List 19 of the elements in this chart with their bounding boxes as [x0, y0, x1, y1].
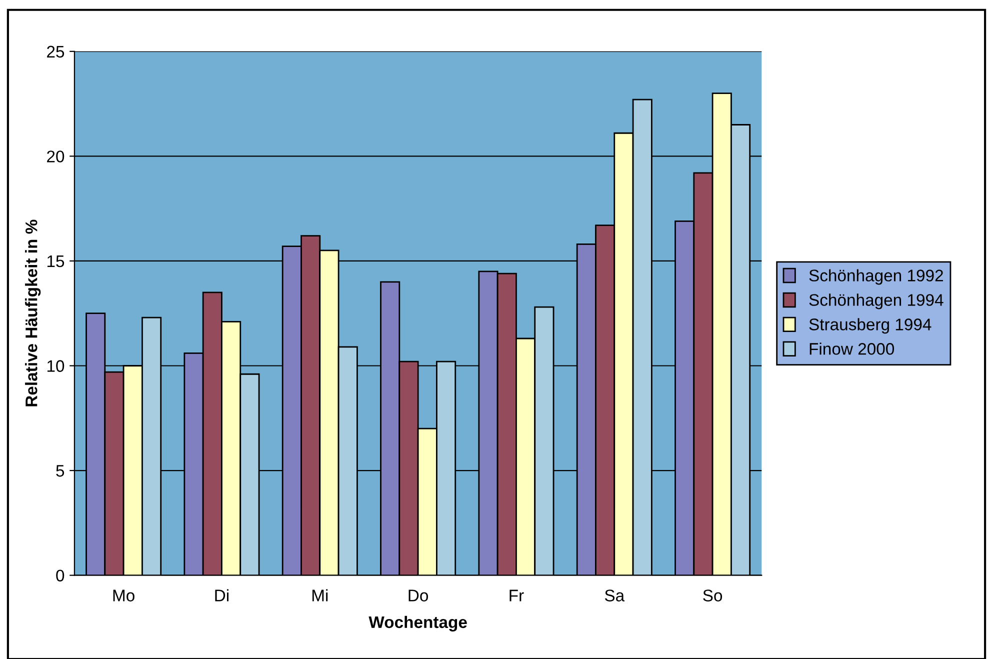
legend-label: Schönhagen 1992: [809, 269, 943, 285]
x-tick-label: So: [703, 590, 722, 602]
legend-label: Schönhagen 1994: [809, 294, 944, 310]
y-tick-label: 10: [47, 360, 64, 372]
x-tick-label: Mi: [312, 589, 328, 602]
y-tick-label: 20: [47, 150, 64, 162]
y-tick-label: 25: [47, 46, 64, 58]
x-tick-label: Do: [408, 590, 428, 602]
x-tick-label: Di: [215, 589, 228, 602]
y-tick-label: 15: [47, 256, 64, 268]
x-tick-label: Mo: [113, 590, 134, 602]
legend-label: Strausberg 1994: [809, 318, 932, 334]
legend-label: Finow 2000: [810, 342, 894, 355]
y-axis-title: Relative Häufigkeit in %: [25, 220, 41, 406]
x-tick-label: Sa: [604, 590, 625, 602]
x-axis-title: Wochentage: [368, 616, 467, 632]
y-tick-label: 5: [56, 465, 64, 477]
y-tick-label: 0: [56, 570, 64, 582]
x-tick-label: Fr: [510, 590, 524, 602]
